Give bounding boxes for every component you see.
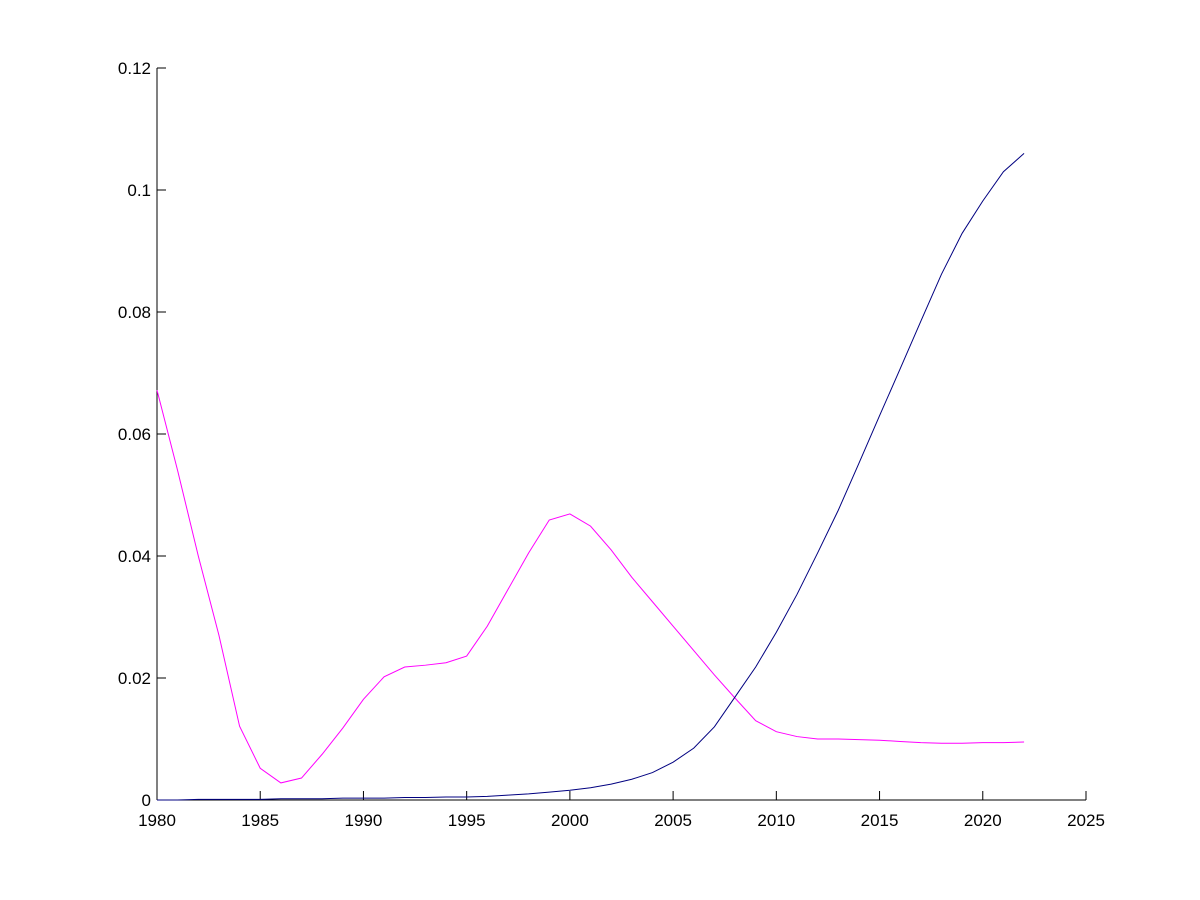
x-tick-label: 2010: [757, 811, 795, 830]
x-tick-label: 1985: [241, 811, 279, 830]
y-tick-label: 0.1: [127, 181, 151, 200]
line-series: [156, 389, 1025, 784]
x-tick-label: 2015: [861, 811, 899, 830]
x-tick-label: 2000: [551, 811, 589, 830]
x-tick-label: 1995: [448, 811, 486, 830]
x-tick-label: 2025: [1067, 811, 1105, 830]
x-tick-label: 1990: [345, 811, 383, 830]
y-tick-label: 0: [142, 791, 151, 810]
y-tick-label: 0.12: [118, 59, 151, 78]
x-tick-label: 2020: [964, 811, 1002, 830]
y-tick-label: 0.06: [118, 425, 151, 444]
y-tick-label: 0.04: [118, 547, 151, 566]
y-tick-label: 0.08: [118, 303, 151, 322]
line-series: [157, 153, 1025, 801]
y-tick-label: 0.02: [118, 669, 151, 688]
x-tick-label: 2005: [654, 811, 692, 830]
x-tick-label: 1980: [138, 811, 176, 830]
